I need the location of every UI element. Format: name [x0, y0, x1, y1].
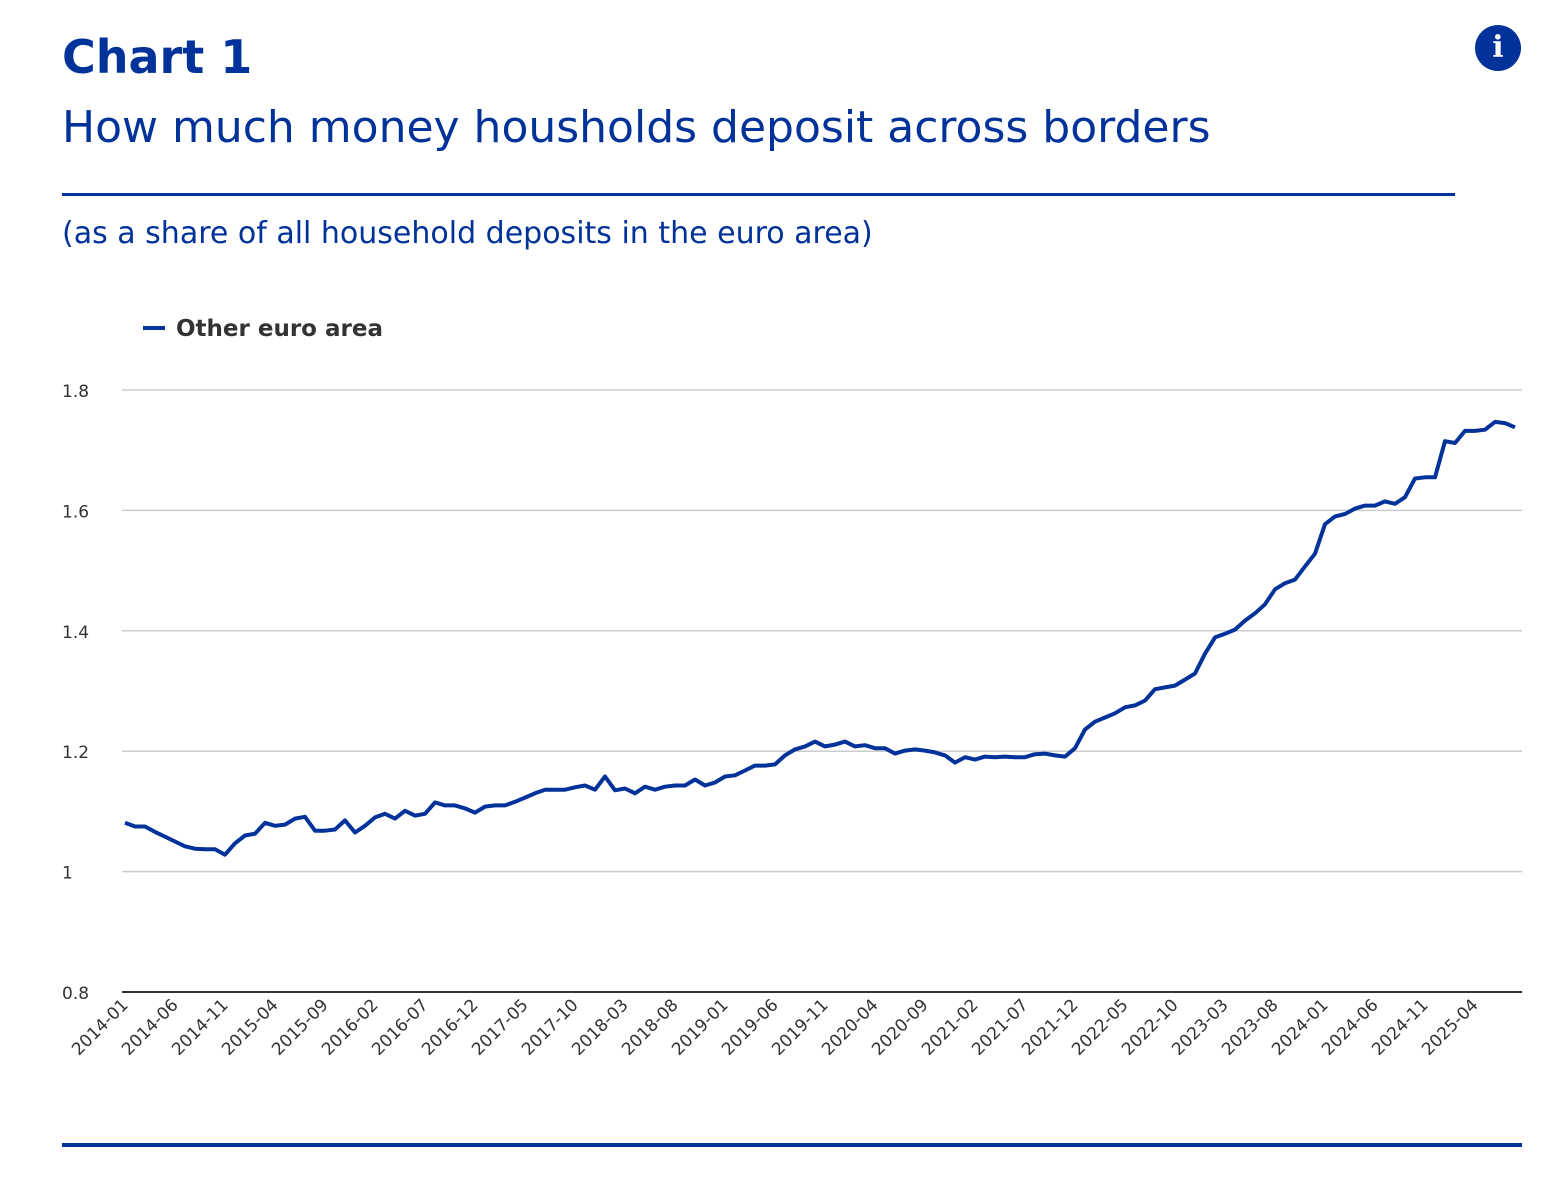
footer-divider [62, 1143, 1522, 1147]
y-tick-label: 1.6 [62, 502, 89, 522]
chart-number: Chart 1 [62, 30, 253, 84]
gridlines [122, 389, 1522, 993]
y-tick-label: 1.4 [62, 623, 89, 643]
y-tick-label: 1.8 [62, 382, 89, 402]
y-tick-label: 1.2 [62, 743, 89, 763]
legend-label: Other euro area [176, 316, 383, 342]
title-divider [62, 193, 1455, 196]
series [124, 419, 1516, 857]
info-icon[interactable]: i [1475, 25, 1521, 71]
line-chart: Other euro area 0.8 1 1.2 1.4 1.6 1.8 2014-01… [62, 316, 1522, 1060]
chart-title: How much money housholds deposit across … [62, 102, 1211, 153]
unit-note: (as a share of all household deposits in… [62, 216, 873, 251]
y-tick-label: 0.8 [62, 984, 89, 1004]
legend[interactable]: Other euro area [143, 316, 383, 342]
y-axis: 0.8 1 1.2 1.4 1.6 1.8 [62, 382, 89, 1004]
series-line-other-euro-area[interactable] [124, 419, 1516, 857]
x-axis: 2014-012014-062014-112015-042015-092016-… [68, 995, 1482, 1059]
y-tick-label: 1 [62, 864, 73, 884]
